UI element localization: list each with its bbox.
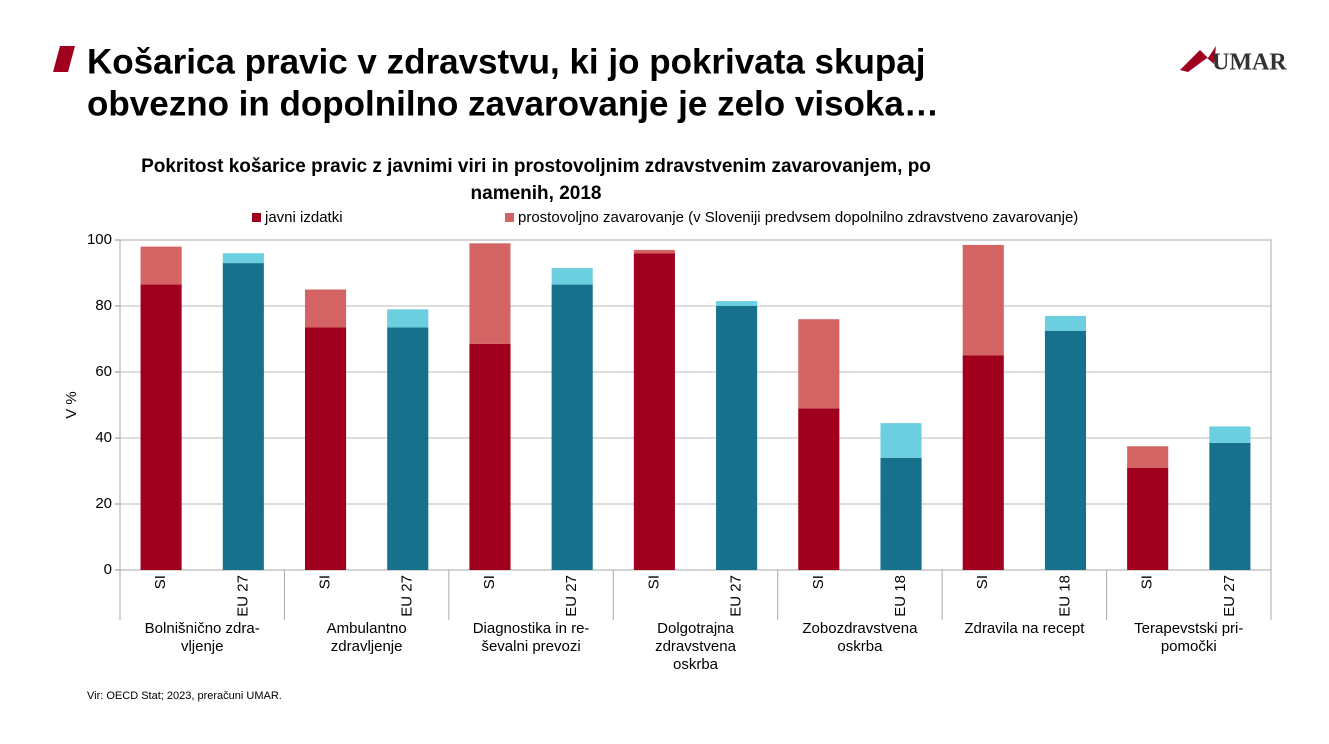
bar-segment <box>1044 330 1087 570</box>
bar-segment <box>304 289 347 328</box>
bar-segment <box>1127 467 1169 570</box>
slide-title: obvezno in dopolnilno zavarovanje je zel… <box>87 84 939 123</box>
x-tick-label: SI <box>317 575 334 589</box>
bar-segment <box>387 309 429 328</box>
bar-segment <box>798 408 840 570</box>
x-tick-label: SI <box>974 575 991 589</box>
group-label: oskrba <box>837 638 883 655</box>
legend-label: prostovoljno zavarovanje (v Sloveniji pr… <box>518 209 1078 226</box>
bar-segment <box>551 284 593 570</box>
x-tick-label: EU 27 <box>728 575 745 617</box>
plot-frame <box>119 239 1272 571</box>
legend-label: javni izdatki <box>264 209 343 226</box>
bar-segment <box>1209 426 1251 443</box>
bar-segment <box>633 253 675 570</box>
group-label: Terapevstski pri- <box>1134 620 1243 637</box>
slide-title: Košarica pravic v zdravstvu, ki jo pokri… <box>87 42 925 81</box>
y-tick-label: 0 <box>104 561 112 578</box>
bar-segment <box>880 423 922 458</box>
group-label: Dolgotrajna <box>657 620 734 637</box>
bar-segment <box>551 268 593 285</box>
title-marker <box>53 46 75 72</box>
logo-mark <box>1180 46 1216 72</box>
bar-segment <box>304 327 347 570</box>
bar-segment <box>962 244 1004 356</box>
group-label: zdravstvena <box>655 638 737 655</box>
group-label: oskrba <box>673 656 719 673</box>
logo: UMAR <box>1180 46 1287 76</box>
x-tick-label: SI <box>1139 575 1156 589</box>
source: Vir: OECD Stat; 2023, preračuni UMAR. <box>87 690 282 702</box>
legend-swatch <box>252 213 261 222</box>
group-label: pomočki <box>1161 638 1217 655</box>
group-label: Zobozdravstvena <box>802 620 918 637</box>
y-axis-label: V % <box>63 391 80 419</box>
y-tick-label: 40 <box>95 429 112 446</box>
x-tick-label: EU 27 <box>563 575 580 617</box>
bar-segment <box>469 243 511 344</box>
x-tick-label: SI <box>481 575 498 589</box>
bar-segment <box>387 327 429 570</box>
logo-text: UMAR <box>1212 50 1287 76</box>
group-label: Zdravila na recept <box>964 620 1085 637</box>
bar-segment <box>716 306 758 570</box>
x-tick-label: EU 18 <box>892 575 909 617</box>
x-tick-label: EU 27 <box>234 575 251 617</box>
bar-segment <box>798 319 840 409</box>
bar-segment <box>140 284 182 570</box>
bar-segment <box>1127 446 1169 468</box>
bar-segment <box>1044 315 1087 331</box>
bar-segment <box>469 343 511 570</box>
bar-segment <box>222 263 264 570</box>
bar-segment <box>633 249 675 254</box>
y-tick-label: 80 <box>95 297 112 314</box>
bar-segment <box>716 301 758 306</box>
group-label: ševalni prevozi <box>481 638 580 655</box>
group-label: vljenje <box>181 638 224 655</box>
bar-segment <box>1209 442 1251 570</box>
x-tick-label: SI <box>645 575 662 589</box>
x-tick-label: SI <box>810 575 827 589</box>
chart-title: namenih, 2018 <box>471 183 602 204</box>
bar-segment <box>140 246 182 285</box>
group-label: Ambulantno <box>327 620 407 637</box>
bar-segment <box>222 253 264 264</box>
group-label: Diagnostika in re- <box>473 620 590 637</box>
legend-swatch <box>505 213 514 222</box>
group-label: zdravljenje <box>331 638 403 655</box>
x-tick-label: EU 18 <box>1056 575 1073 617</box>
x-tick-label: SI <box>152 575 169 589</box>
y-tick-label: 60 <box>95 363 112 380</box>
y-tick-label: 20 <box>95 495 112 512</box>
group-label: Bolnišnično zdra- <box>145 620 260 637</box>
bar-segment <box>880 457 922 570</box>
x-tick-label: EU 27 <box>1221 575 1238 617</box>
chart-title: Pokritost košarice pravic z javnimi viri… <box>141 156 931 177</box>
x-tick-label: EU 27 <box>399 575 416 617</box>
y-tick-label: 100 <box>87 231 112 248</box>
bar-segment <box>962 355 1004 570</box>
